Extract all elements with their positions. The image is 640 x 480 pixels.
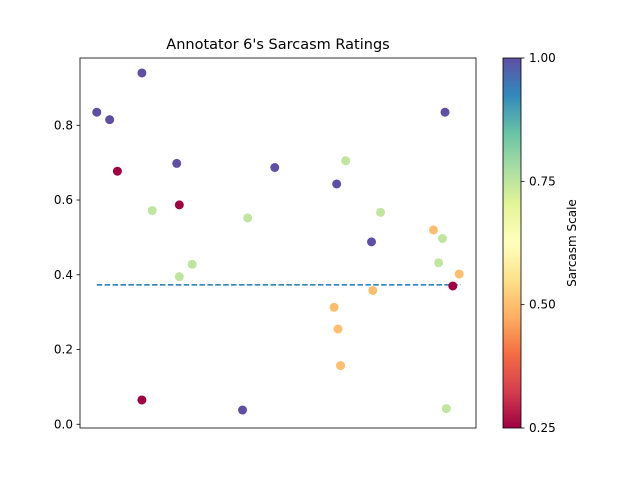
data-point	[137, 395, 147, 405]
data-point	[441, 404, 451, 414]
y-tick-label: 0.6	[54, 193, 73, 207]
chart-title: Annotator 6's Sarcasm Ratings	[166, 37, 389, 53]
data-point	[428, 225, 438, 235]
data-point	[376, 207, 386, 217]
data-point	[172, 158, 182, 168]
data-point	[105, 115, 115, 125]
data-point	[336, 361, 346, 371]
colorbar-tick-label: 0.50	[529, 298, 556, 312]
colorbar: 0.25 0.50 0.75 1.00 Sarcasm Scale	[502, 51, 579, 435]
plot-frame	[79, 57, 477, 429]
colorbar-gradient	[503, 58, 521, 428]
data-point	[434, 258, 444, 268]
data-point	[174, 272, 184, 282]
data-point	[92, 107, 102, 117]
data-point	[454, 269, 464, 279]
y-tick-label: 0.4	[54, 268, 73, 282]
colorbar-label: Sarcasm Scale	[565, 199, 579, 287]
data-point	[137, 68, 147, 78]
data-point	[270, 163, 280, 173]
data-point	[437, 234, 447, 244]
plot-area: 0.0 0.2 0.4 0.6 0.8	[54, 57, 477, 431]
data-point	[341, 156, 351, 166]
colorbar-tick-label: 1.00	[529, 51, 556, 65]
colorbar-tick-label: 0.75	[529, 174, 556, 188]
data-point	[440, 107, 450, 117]
data-point	[187, 259, 197, 269]
data-point	[112, 166, 122, 176]
data-point	[333, 324, 343, 334]
data-point	[448, 281, 458, 291]
data-point	[147, 205, 157, 215]
data-point	[243, 213, 253, 223]
data-point	[332, 179, 342, 189]
y-tick-label: 0.2	[54, 343, 73, 357]
colorbar-tick-label: 0.25	[529, 421, 556, 435]
data-point	[238, 405, 248, 415]
y-tick-label: 0.0	[54, 417, 73, 431]
data-point	[368, 285, 378, 295]
data-point	[329, 302, 339, 312]
colorbar-frame	[502, 57, 522, 429]
y-tick-label: 0.8	[54, 118, 73, 132]
data-point	[174, 200, 184, 210]
data-point	[367, 237, 377, 247]
